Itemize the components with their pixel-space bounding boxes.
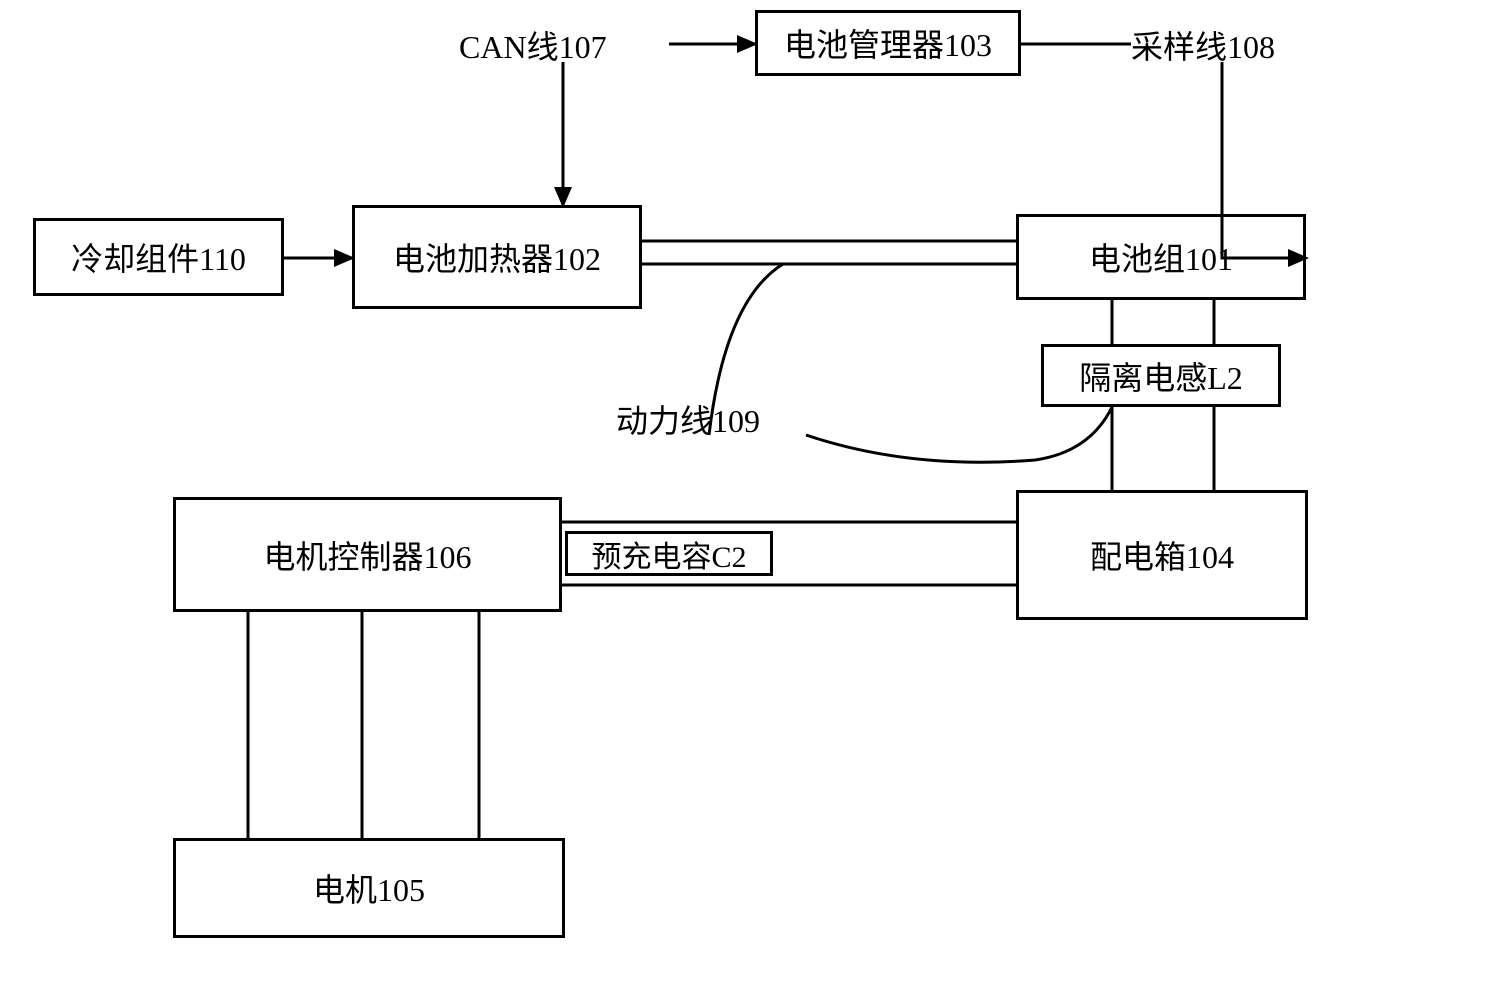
motor-box: 电机105 — [173, 838, 565, 938]
precharge-capacitor-box: 预充电容C2 — [565, 531, 773, 576]
text: 隔离电感L2 — [1079, 353, 1243, 399]
sample-line-label: 采样线108 — [1131, 22, 1316, 62]
cooling-component-box: 冷却组件110 — [33, 218, 284, 296]
text: 预充电容C2 — [591, 532, 746, 576]
power-line-label: 动力线109 — [616, 396, 806, 436]
text: 电机控制器106 — [263, 532, 471, 578]
battery-heater-box: 电池加热器102 — [352, 205, 642, 309]
battery-manager-box: 电池管理器103 — [755, 10, 1021, 76]
text: 电池组101 — [1089, 234, 1233, 280]
text: CAN线107 — [459, 29, 607, 65]
motor-controller-box: 电机控制器106 — [173, 497, 562, 612]
text: 电机105 — [313, 865, 425, 911]
text: 采样线108 — [1131, 29, 1275, 65]
text: 冷却组件110 — [71, 234, 246, 280]
isolation-inductor-box: 隔离电感L2 — [1041, 344, 1281, 407]
distribution-box: 配电箱104 — [1016, 490, 1308, 620]
powerline-right — [806, 407, 1112, 462]
text: 电池管理器103 — [784, 20, 992, 66]
can-line-label: CAN线107 — [459, 22, 669, 62]
text: 动力线109 — [616, 403, 760, 439]
text: 电池加热器102 — [393, 234, 601, 280]
battery-pack-box: 电池组101 — [1016, 214, 1306, 300]
text: 配电箱104 — [1090, 532, 1234, 578]
